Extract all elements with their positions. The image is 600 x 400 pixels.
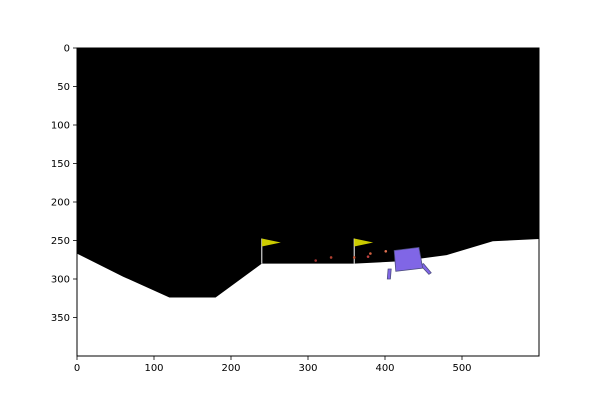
game-viewport	[77, 48, 539, 356]
lander-left-leg	[386, 268, 392, 280]
exhaust-particle	[329, 256, 333, 259]
x-tick-label: 0	[74, 363, 80, 374]
y-tick-label: 250	[51, 236, 70, 247]
x-tick-label: 100	[144, 363, 163, 374]
y-axis: 0 50 100 150 200 250 300 350	[51, 44, 77, 324]
flag-left-banner	[261, 238, 281, 247]
y-tick-label: 300	[51, 275, 70, 286]
x-tick-label: 500	[452, 363, 471, 374]
exhaust-particle	[314, 259, 318, 262]
exhaust-particle	[369, 252, 372, 255]
lander-right-leg	[419, 263, 432, 275]
y-tick-label: 150	[51, 159, 70, 170]
y-tick-label: 0	[64, 44, 70, 55]
flag-right-banner	[354, 238, 374, 247]
lander-body	[393, 246, 424, 272]
y-tick-label: 350	[51, 313, 70, 324]
x-tick-label: 400	[375, 363, 394, 374]
x-tick-label: 300	[298, 363, 317, 374]
y-tick-label: 50	[57, 82, 70, 93]
exhaust-particle	[384, 249, 388, 253]
x-axis: 0 100 200 300 400 500	[74, 356, 472, 374]
y-tick-label: 100	[51, 121, 70, 132]
y-tick-label: 200	[51, 198, 70, 209]
exhaust-particle	[366, 255, 370, 258]
exhaust-particle	[352, 256, 356, 259]
x-tick-label: 200	[221, 363, 240, 374]
